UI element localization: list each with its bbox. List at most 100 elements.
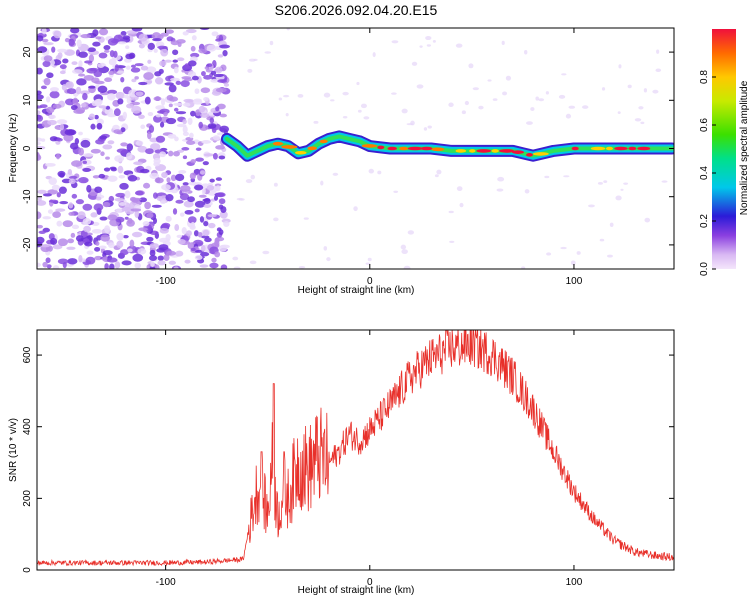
noise-speck (153, 96, 162, 101)
noise-speck (126, 152, 133, 160)
noise-speck (52, 103, 62, 109)
noise-speck (203, 153, 215, 157)
noise-speck (206, 44, 217, 52)
noise-speck (220, 264, 228, 269)
noise-speck (82, 92, 88, 101)
noise-speck (623, 182, 629, 185)
noise-speck (148, 255, 158, 261)
noise-speck (43, 55, 53, 62)
noise-speck (342, 116, 348, 119)
noise-speck (51, 184, 60, 191)
noise-speck (138, 43, 145, 49)
noise-speck (377, 170, 382, 175)
noise-speck (95, 196, 102, 201)
noise-speck (112, 124, 120, 131)
noise-speck (448, 102, 454, 108)
noise-speck (285, 112, 289, 117)
ridge-hotspot (307, 146, 318, 151)
noise-speck (105, 156, 110, 160)
noise-speck (448, 210, 454, 214)
noise-speck (661, 180, 668, 183)
noise-speck (116, 148, 128, 154)
noise-speck (80, 139, 91, 148)
noise-speck (149, 242, 159, 249)
noise-speck (107, 214, 118, 221)
ridge-hotspot (294, 150, 307, 155)
ridge-hotspot (420, 146, 433, 151)
noise-speck (194, 208, 200, 213)
noise-speck (183, 102, 191, 107)
noise-speck (130, 208, 142, 212)
noise-speck (545, 91, 549, 95)
noise-speck (107, 93, 116, 101)
noise-speck (114, 197, 125, 202)
noise-speck (46, 72, 54, 79)
noise-speck (159, 60, 167, 67)
noise-speck (37, 141, 41, 146)
noise-speck (62, 58, 69, 64)
ridge-hotspot (526, 153, 533, 157)
noise-speck (357, 109, 362, 113)
noise-speck (131, 78, 137, 83)
noise-speck (98, 28, 109, 36)
snr-panel: -100 0 100 0 200 400 600 Height of straight li… (8, 329, 675, 596)
noise-speck (190, 221, 196, 229)
noise-speck (147, 131, 152, 140)
noise-speck (183, 98, 194, 103)
noise-speck (179, 193, 190, 201)
noise-speck (45, 257, 51, 264)
noise-speck (90, 148, 101, 154)
noise-speck (215, 106, 220, 112)
noise-speck (638, 106, 644, 110)
noise-speck (200, 245, 206, 252)
noise-speck (126, 97, 132, 104)
noise-speck (407, 230, 415, 235)
noise-speck (56, 119, 68, 125)
colorbar-tick-label: 0.8 (699, 70, 710, 84)
noise-speck (38, 230, 46, 234)
noise-speck (249, 260, 257, 265)
noise-speck (597, 182, 603, 185)
noise-speck (223, 83, 230, 87)
noise-speck (115, 216, 125, 223)
noise-speck (492, 98, 498, 101)
noise-speck (216, 132, 225, 136)
noise-speck (134, 63, 144, 67)
noise-speck (140, 65, 149, 71)
noise-speck (82, 153, 94, 157)
noise-speck (62, 220, 73, 228)
noise-speck (401, 249, 408, 255)
noise-speck (138, 227, 148, 232)
noise-speck (152, 217, 158, 224)
ridge-hotspot (571, 146, 579, 151)
noise-speck (78, 254, 83, 263)
noise-speck (164, 82, 174, 86)
colorbar: 0.0 0.2 0.4 0.6 0.8 Normalized spectral ampl… (699, 29, 750, 276)
noise-speck (56, 137, 63, 142)
noise-speck (42, 261, 48, 268)
noise-speck (194, 184, 204, 191)
noise-speck (464, 100, 470, 106)
noise-speck (138, 81, 148, 86)
noise-speck (118, 202, 127, 206)
noise-speck (92, 41, 101, 47)
noise-speck (203, 197, 211, 204)
noise-speck (330, 99, 335, 102)
noise-speck (609, 222, 614, 228)
noise-speck (48, 114, 56, 120)
noise-speck (130, 67, 141, 73)
y-tick-label: 0 (22, 145, 33, 151)
noise-speck (131, 28, 143, 32)
noise-speck (78, 131, 83, 136)
noise-speck (109, 263, 115, 269)
noise-speck (212, 152, 218, 160)
noise-speck (250, 174, 256, 180)
noise-speck (42, 193, 52, 197)
noise-speck (95, 241, 100, 246)
noise-speck (146, 66, 157, 73)
y-tick-label: 10 (22, 94, 33, 106)
noise-speck (115, 91, 125, 100)
noise-speck (71, 224, 80, 230)
noise-speck (172, 208, 178, 215)
noise-speck (459, 202, 464, 208)
